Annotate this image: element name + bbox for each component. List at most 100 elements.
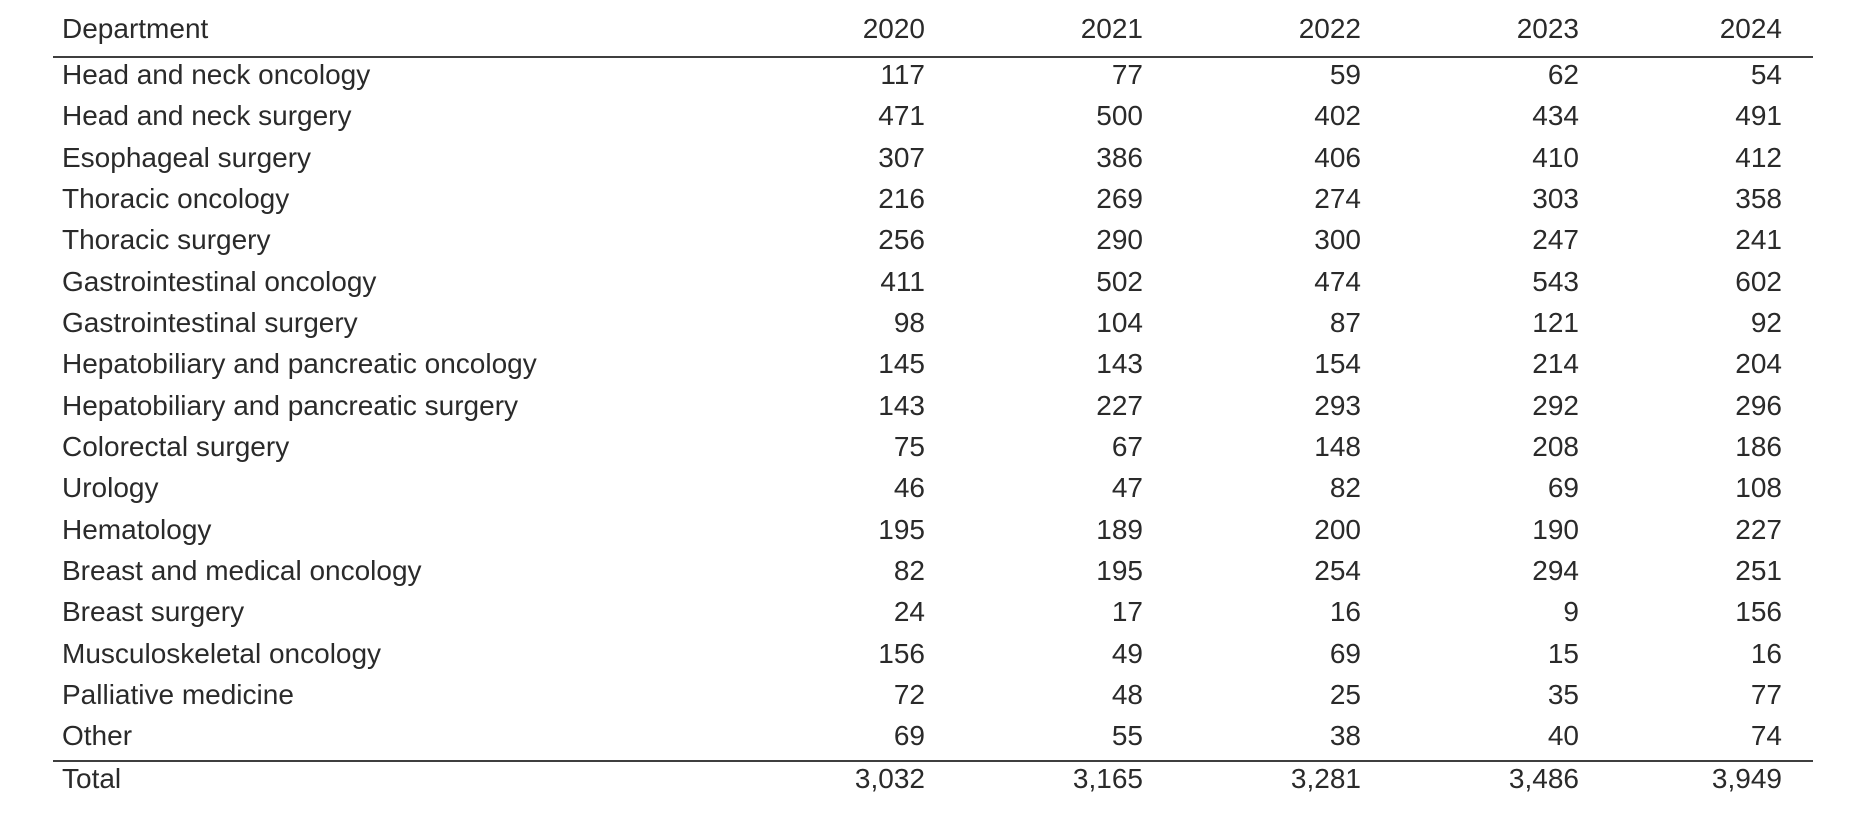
value-cell: 35 (1547, 678, 1579, 710)
department-cell: Hepatobiliary and pancreatic oncology (62, 348, 537, 380)
value-cell: 117 (880, 59, 925, 90)
value-cell: 143 (1096, 348, 1143, 380)
header-year-2021: 2021 (926, 0, 1144, 58)
value-cell: 412 (1735, 141, 1782, 173)
value-cell: 247 (1532, 224, 1579, 256)
value-cell: 17 (1111, 596, 1143, 628)
value-cell: 543 (1532, 265, 1579, 297)
value-cell: 92 (1750, 306, 1782, 338)
value-cell: 69 (893, 720, 925, 752)
value-cell: 216 (878, 182, 925, 214)
value-cell: 254 (1314, 554, 1361, 586)
value-cell: 200 (1314, 513, 1361, 545)
table-row: Gastrointestinal oncology 411 502 474 543 602 (53, 264, 1813, 305)
value-cell: 386 (1096, 141, 1143, 173)
table-row: Hematology 195 189 200 190 227 (53, 512, 1813, 553)
value-cell: 434 (1532, 100, 1579, 132)
table-row: Esophageal surgery 307 386 406 410 412 (53, 140, 1813, 181)
table-row: Palliative medicine 72 48 25 35 77 (53, 678, 1813, 719)
value-cell: 402 (1314, 100, 1361, 132)
total-value-2020: 3,032 (708, 760, 926, 813)
header-year-2020: 2020 (708, 0, 926, 58)
value-cell: 474 (1314, 265, 1361, 297)
value-cell: 410 (1532, 141, 1579, 173)
department-cell: Breast surgery (62, 596, 245, 628)
value-cell: 16 (1750, 637, 1782, 669)
value-cell: 108 (1735, 472, 1782, 504)
department-cell: Thoracic oncology (62, 182, 290, 214)
value-cell: 38 (1329, 720, 1361, 752)
header-year-2024: 2024 (1580, 0, 1813, 58)
value-cell: 143 (878, 389, 925, 421)
value-cell: 69 (1329, 637, 1361, 669)
table-row: Other 69 55 38 40 74 (53, 719, 1813, 761)
header-year-2023: 2023 (1362, 0, 1580, 58)
department-cell: Head and neck oncology (62, 59, 371, 90)
total-value-2021: 3,165 (926, 760, 1144, 813)
value-cell: 186 (1735, 430, 1782, 462)
department-cell: Esophageal surgery (62, 141, 312, 173)
department-cell: Gastrointestinal oncology (62, 265, 377, 297)
total-row: Total 3,032 3,165 3,281 3,486 3,949 (53, 760, 1813, 813)
value-cell: 294 (1532, 554, 1579, 586)
total-value-2023: 3,486 (1362, 760, 1580, 813)
value-cell: 25 (1329, 678, 1361, 710)
value-cell: 77 (1750, 678, 1782, 710)
department-cell: Thoracic surgery (62, 224, 271, 256)
table-row: Hepatobiliary and pancreatic oncology 145… (53, 347, 1813, 388)
value-cell: 156 (878, 637, 925, 669)
value-cell: 241 (1735, 224, 1782, 256)
department-cell: Hematology (62, 513, 212, 545)
value-cell: 208 (1532, 430, 1579, 462)
value-cell: 296 (1735, 389, 1782, 421)
value-cell: 87 (1329, 306, 1361, 338)
value-cell: 491 (1735, 100, 1782, 132)
value-cell: 154 (1314, 348, 1361, 380)
value-cell: 16 (1329, 596, 1361, 628)
value-cell: 292 (1532, 389, 1579, 421)
header-year-2022: 2022 (1144, 0, 1362, 58)
value-cell: 9 (1563, 596, 1579, 628)
value-cell: 251 (1735, 554, 1782, 586)
value-cell: 156 (1735, 596, 1782, 628)
table-row: Head and neck surgery 471 500 402 434 491 (53, 99, 1813, 140)
department-cell: Other (62, 720, 133, 752)
table-row: Breast surgery 24 17 16 9 156 (53, 595, 1813, 636)
table-row: Thoracic surgery 256 290 300 247 241 (53, 223, 1813, 264)
value-cell: 406 (1314, 141, 1361, 173)
value-cell: 195 (878, 513, 925, 545)
department-yearly-counts-table: Department 2020 2021 2022 2023 2024 Head… (53, 0, 1813, 813)
value-cell: 269 (1096, 182, 1143, 214)
value-cell: 121 (1532, 306, 1579, 338)
value-cell: 67 (1111, 430, 1143, 462)
department-cell: Hepatobiliary and pancreatic surgery (62, 389, 519, 421)
value-cell: 72 (893, 678, 925, 710)
value-cell: 62 (1547, 59, 1579, 90)
total-value-2022: 3,281 (1144, 760, 1362, 813)
table-row: Breast and medical oncology 82 195 254 294 25… (53, 554, 1813, 595)
value-cell: 274 (1314, 182, 1361, 214)
table-footer: Total 3,032 3,165 3,281 3,486 3,949 (53, 760, 1813, 813)
value-cell: 227 (1735, 513, 1782, 545)
value-cell: 300 (1314, 224, 1361, 256)
header-row: Department 2020 2021 2022 2023 2024 (53, 0, 1813, 58)
value-cell: 148 (1314, 430, 1361, 462)
value-cell: 75 (893, 430, 925, 462)
total-label: Total (53, 760, 708, 813)
table-row: Colorectal surgery 75 67 148 208 186 (53, 430, 1813, 471)
value-cell: 46 (893, 472, 925, 504)
value-cell: 189 (1096, 513, 1143, 545)
value-cell: 82 (893, 554, 925, 586)
value-cell: 98 (893, 306, 925, 338)
value-cell: 290 (1096, 224, 1143, 256)
header-department: Department (53, 0, 708, 58)
value-cell: 74 (1750, 720, 1782, 752)
value-cell: 411 (880, 265, 925, 297)
department-cell: Palliative medicine (62, 678, 294, 710)
value-cell: 358 (1735, 182, 1782, 214)
value-cell: 40 (1547, 720, 1579, 752)
value-cell: 190 (1532, 513, 1579, 545)
value-cell: 500 (1096, 100, 1143, 132)
value-cell: 48 (1111, 678, 1143, 710)
value-cell: 104 (1096, 306, 1143, 338)
